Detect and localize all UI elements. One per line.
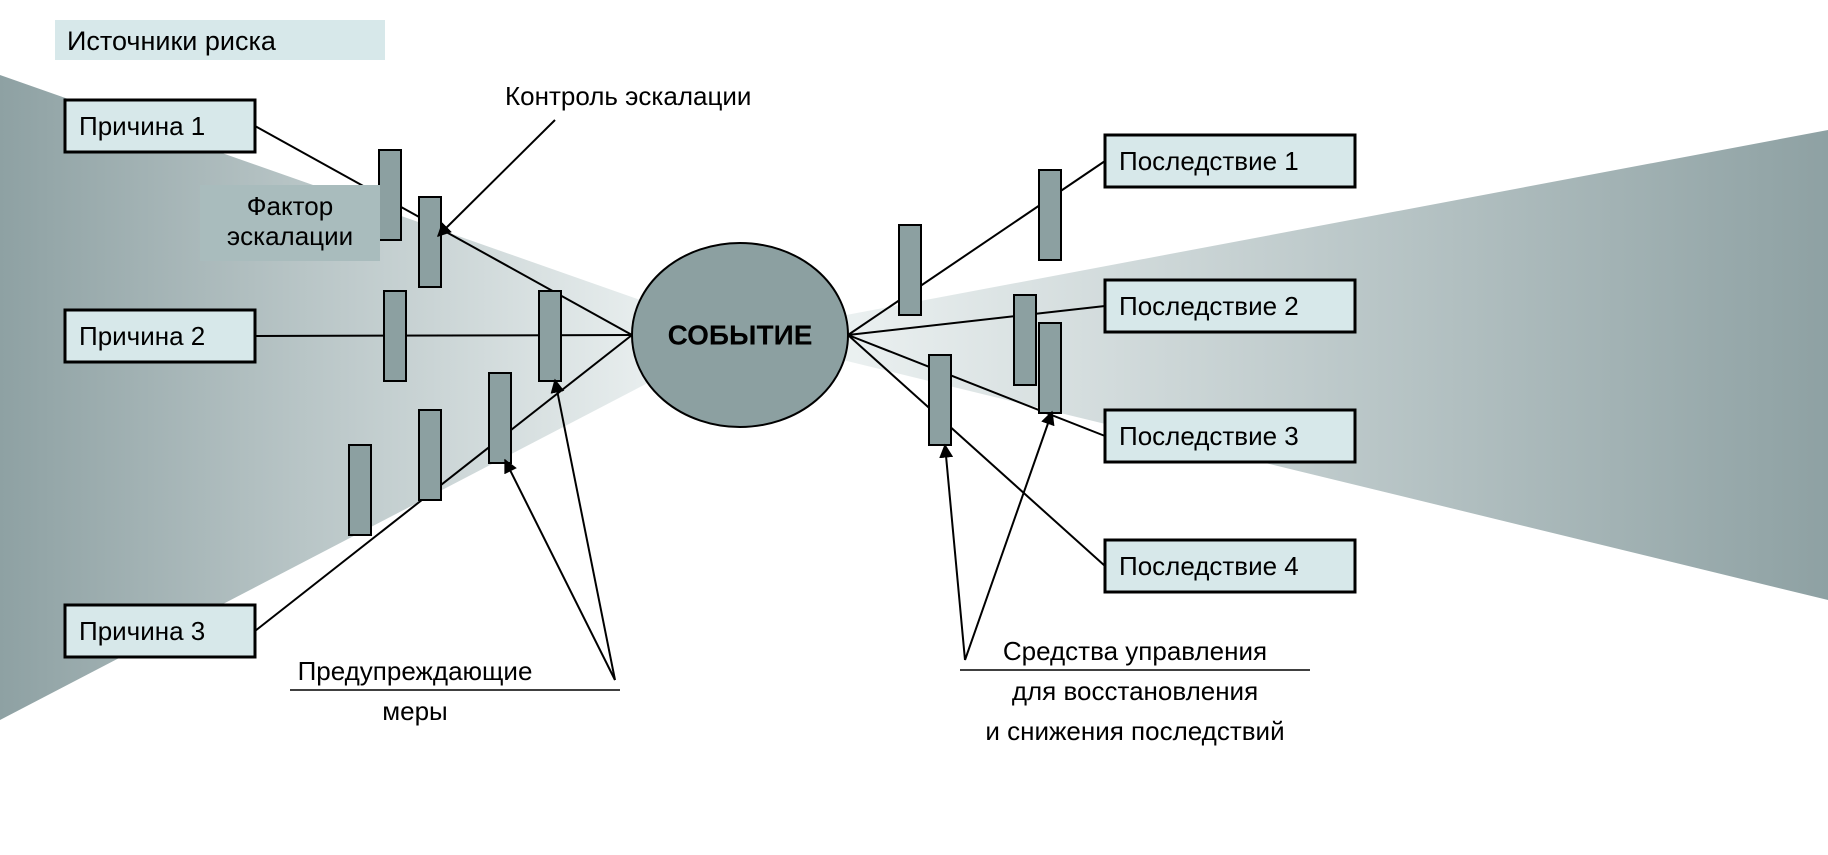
recovery-label-1: Средства управления: [1003, 636, 1267, 666]
recovery-label-3: и снижения последствий: [985, 716, 1284, 746]
recovery-barrier-5: [1039, 323, 1061, 413]
preventive-arrow-2: [505, 460, 615, 680]
preventive-label-2: меры: [382, 696, 447, 726]
cons-3-label: Последствие 3: [1119, 421, 1299, 451]
escalation-control-arrow: [438, 120, 555, 236]
cons-2: Последствие 2: [1105, 280, 1355, 332]
preventive-barrier-3: [384, 291, 406, 381]
cause-3-label: Причина 3: [79, 616, 205, 646]
escalation-control-label: Контроль эскалации: [505, 81, 751, 111]
preventive-label-1: Предупреждающие: [298, 656, 533, 686]
bowtie-right-triangle: [740, 130, 1828, 600]
cause-2: Причина 2: [65, 310, 255, 362]
recovery-barrier-1: [899, 225, 921, 315]
cause-line-2: [255, 335, 632, 336]
cause-1-label: Причина 1: [79, 111, 205, 141]
cons-2-label: Последствие 2: [1119, 291, 1299, 321]
preventive-barrier-2: [419, 197, 441, 287]
cause-3: Причина 3: [65, 605, 255, 657]
recovery-barrier-2: [1039, 170, 1061, 260]
cons-1: Последствие 1: [1105, 135, 1355, 187]
cons-4: Последствие 4: [1105, 540, 1355, 592]
escalation-factor-label-2: эскалации: [227, 221, 353, 251]
recovery-label-2: для восстановления: [1012, 676, 1258, 706]
cause-2-label: Причина 2: [79, 321, 205, 351]
cons-4-label: Последствие 4: [1119, 551, 1299, 581]
cause-1: Причина 1: [65, 100, 255, 152]
preventive-barrier-6: [419, 410, 441, 500]
escalation-factor-label-1: Фактор: [247, 191, 333, 221]
preventive-arrow-1: [555, 380, 615, 680]
preventive-barrier-7: [489, 373, 511, 463]
event-node-label: СОБЫТИЕ: [668, 319, 813, 350]
recovery-barrier-4: [1014, 295, 1036, 385]
preventive-barrier-4: [539, 291, 561, 381]
preventive-barrier-5: [349, 445, 371, 535]
cons-3: Последствие 3: [1105, 410, 1355, 462]
preventive-barrier-1: [379, 150, 401, 240]
recovery-barrier-3: [929, 355, 951, 445]
cons-1-label: Последствие 1: [1119, 146, 1299, 176]
recovery-arrow-1: [945, 445, 965, 660]
recovery-arrow-2: [965, 412, 1052, 660]
risk-sources-header-label: Источники риска: [67, 26, 277, 56]
